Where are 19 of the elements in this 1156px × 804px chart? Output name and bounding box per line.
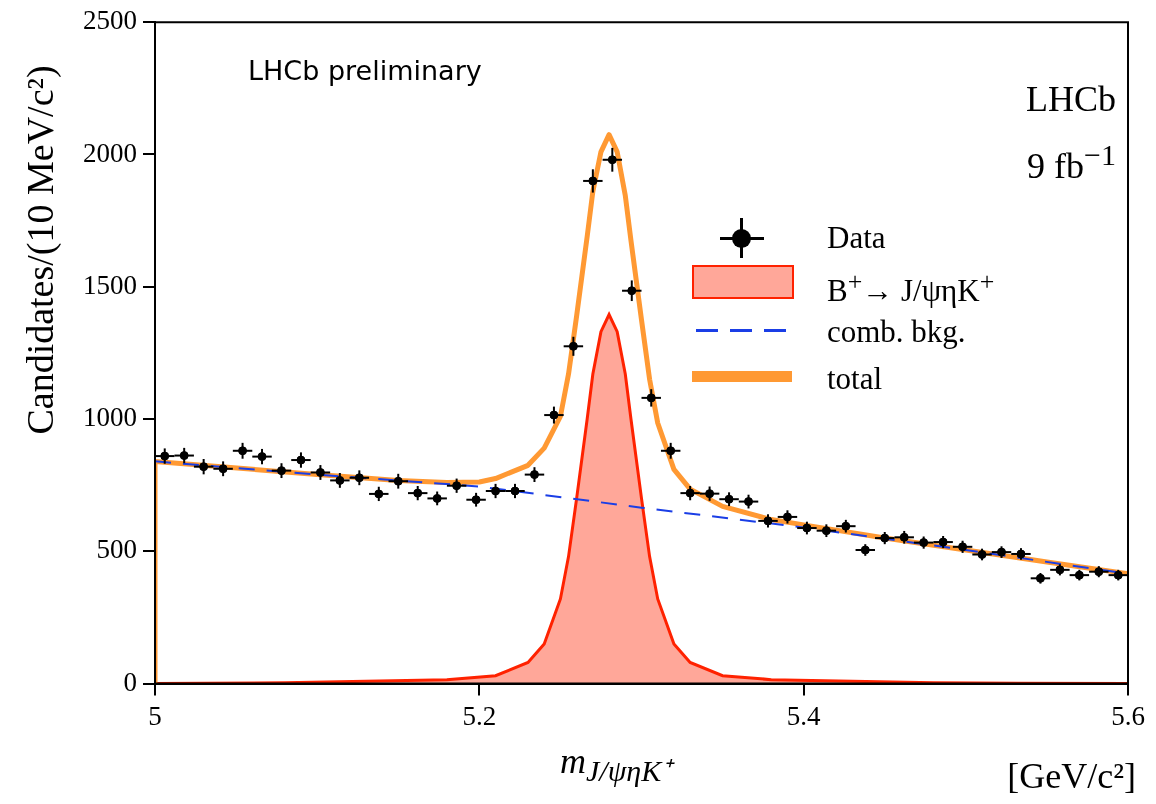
x-tick-label: 5.6 bbox=[1111, 700, 1145, 731]
x-tick-label: 5.4 bbox=[786, 700, 822, 731]
y-tick-label: 500 bbox=[96, 534, 137, 565]
x-tick-label: 5 bbox=[148, 700, 162, 731]
legend-label: B$^{+}$→ J/ψηK$^{+}$ bbox=[827, 267, 995, 310]
y-tick-label: 1000 bbox=[83, 402, 137, 433]
legend-label: total bbox=[827, 361, 883, 397]
y-tick-label: 2500 bbox=[83, 5, 137, 36]
annotation: 9 fb$^{−1}$ bbox=[1027, 138, 1116, 187]
y-tick-label: 1500 bbox=[83, 269, 137, 300]
legend-label: comb. bkg. bbox=[827, 314, 966, 350]
y-tick-label: 2000 bbox=[83, 137, 137, 168]
y-tick-label: 0 bbox=[123, 666, 137, 697]
annotation: LHCb preliminary bbox=[248, 55, 482, 86]
legend-label: Data bbox=[827, 220, 886, 256]
text: [GeV/c²] bbox=[1007, 755, 1136, 797]
x-tick-label: 5.2 bbox=[462, 700, 497, 731]
annotation: LHCb bbox=[1026, 78, 1116, 120]
y-axis-title: Candidates/(10 MeV/c²) bbox=[18, 64, 62, 437]
